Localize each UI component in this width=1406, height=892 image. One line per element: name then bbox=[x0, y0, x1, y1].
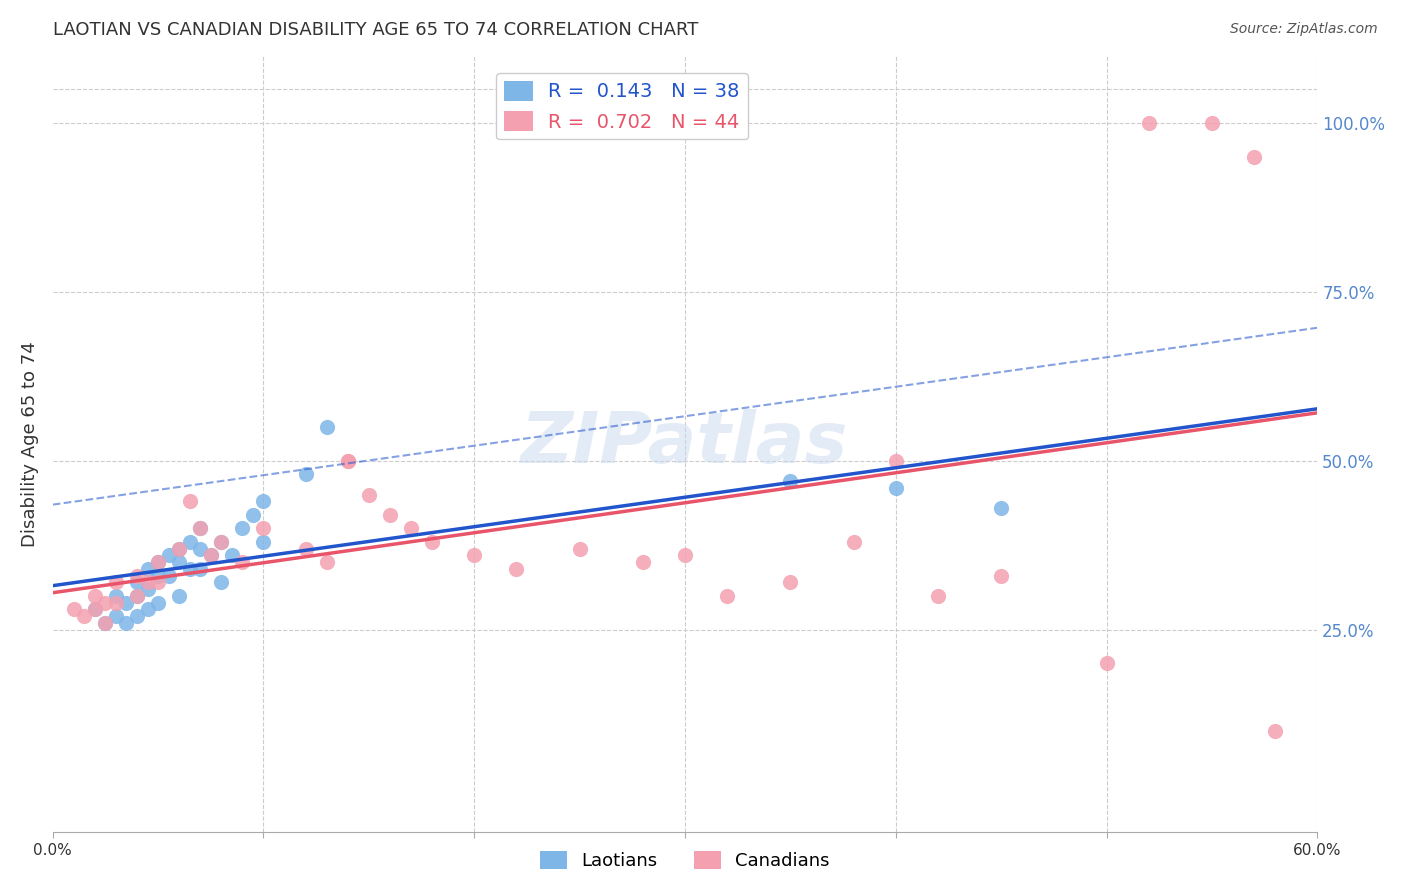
Text: ZIPatlas: ZIPatlas bbox=[522, 409, 849, 478]
Point bbox=[884, 481, 907, 495]
Point bbox=[673, 549, 696, 563]
Point bbox=[399, 521, 422, 535]
Point bbox=[357, 487, 380, 501]
Point bbox=[209, 534, 232, 549]
Point bbox=[125, 568, 148, 582]
Point bbox=[104, 589, 127, 603]
Point bbox=[990, 568, 1012, 582]
Point bbox=[336, 454, 359, 468]
Point bbox=[463, 549, 485, 563]
Point bbox=[179, 562, 201, 576]
Point bbox=[188, 521, 211, 535]
Point bbox=[167, 555, 190, 569]
Point bbox=[94, 615, 117, 630]
Point bbox=[167, 541, 190, 556]
Point bbox=[221, 549, 243, 563]
Point bbox=[136, 562, 159, 576]
Point bbox=[209, 575, 232, 590]
Point bbox=[1095, 657, 1118, 671]
Point bbox=[779, 575, 801, 590]
Point bbox=[146, 568, 169, 582]
Point bbox=[179, 534, 201, 549]
Point bbox=[631, 555, 654, 569]
Point bbox=[420, 534, 443, 549]
Point bbox=[200, 549, 222, 563]
Point bbox=[378, 508, 401, 522]
Point bbox=[136, 582, 159, 596]
Point bbox=[1201, 116, 1223, 130]
Point bbox=[252, 521, 274, 535]
Point bbox=[252, 534, 274, 549]
Point bbox=[716, 589, 738, 603]
Point bbox=[884, 454, 907, 468]
Point bbox=[104, 575, 127, 590]
Point bbox=[568, 541, 591, 556]
Point bbox=[83, 602, 105, 616]
Point bbox=[157, 549, 180, 563]
Point bbox=[200, 549, 222, 563]
Point bbox=[1137, 116, 1160, 130]
Point bbox=[125, 589, 148, 603]
Point bbox=[294, 467, 316, 482]
Y-axis label: Disability Age 65 to 74: Disability Age 65 to 74 bbox=[21, 341, 39, 547]
Point bbox=[94, 596, 117, 610]
Point bbox=[104, 609, 127, 624]
Point bbox=[231, 521, 253, 535]
Point bbox=[146, 596, 169, 610]
Point bbox=[146, 555, 169, 569]
Point bbox=[179, 494, 201, 508]
Point bbox=[115, 615, 138, 630]
Point bbox=[315, 420, 337, 434]
Point bbox=[136, 575, 159, 590]
Point bbox=[842, 534, 865, 549]
Point bbox=[1243, 150, 1265, 164]
Point bbox=[242, 508, 264, 522]
Point bbox=[146, 575, 169, 590]
Point bbox=[336, 454, 359, 468]
Point bbox=[188, 562, 211, 576]
Point bbox=[231, 555, 253, 569]
Point bbox=[125, 589, 148, 603]
Point bbox=[115, 596, 138, 610]
Point bbox=[990, 501, 1012, 516]
Point bbox=[125, 575, 148, 590]
Point bbox=[927, 589, 949, 603]
Point bbox=[167, 589, 190, 603]
Point bbox=[188, 521, 211, 535]
Point bbox=[73, 609, 96, 624]
Point bbox=[505, 562, 527, 576]
Point bbox=[188, 541, 211, 556]
Point bbox=[136, 602, 159, 616]
Point bbox=[209, 534, 232, 549]
Point bbox=[167, 541, 190, 556]
Legend: Laotians, Canadians: Laotians, Canadians bbox=[533, 844, 837, 878]
Point bbox=[779, 474, 801, 488]
Point bbox=[1264, 723, 1286, 738]
Point bbox=[83, 589, 105, 603]
Point bbox=[294, 541, 316, 556]
Point bbox=[146, 555, 169, 569]
Text: Source: ZipAtlas.com: Source: ZipAtlas.com bbox=[1230, 22, 1378, 37]
Point bbox=[94, 615, 117, 630]
Point bbox=[104, 596, 127, 610]
Point bbox=[252, 494, 274, 508]
Point bbox=[125, 609, 148, 624]
Point bbox=[315, 555, 337, 569]
Point bbox=[157, 568, 180, 582]
Text: LAOTIAN VS CANADIAN DISABILITY AGE 65 TO 74 CORRELATION CHART: LAOTIAN VS CANADIAN DISABILITY AGE 65 TO… bbox=[52, 21, 699, 39]
Point bbox=[62, 602, 84, 616]
Point bbox=[83, 602, 105, 616]
